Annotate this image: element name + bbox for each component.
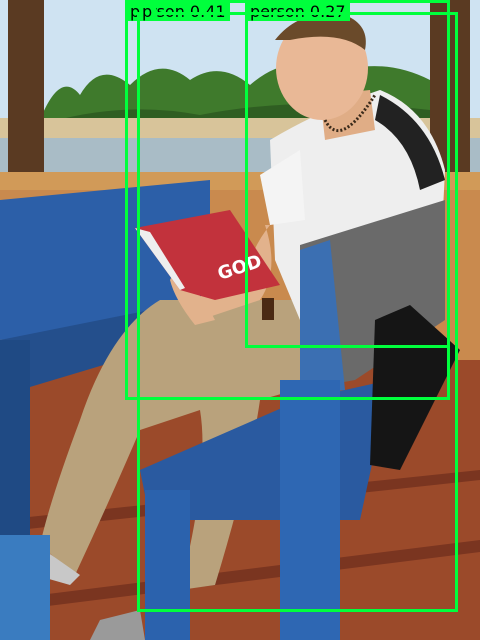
- corner-post: [0, 535, 50, 640]
- detection-box-person: p: [137, 3, 458, 612]
- book-page: [135, 228, 185, 290]
- shoe: [90, 610, 145, 640]
- floor-plank: [0, 540, 480, 612]
- bench-left-back: [0, 180, 210, 340]
- detection-box-person-027: person 0.27: [245, 0, 450, 348]
- detection-label: p: [140, 3, 157, 21]
- man-hair: [275, 13, 366, 50]
- necklace: [323, 94, 377, 132]
- bench-left-leg: [0, 340, 30, 540]
- post-left: [8, 0, 44, 180]
- bench-right-leg: [145, 490, 190, 640]
- man-head: [276, 16, 368, 120]
- bench-right-back-blue: [300, 240, 345, 395]
- shirt-stripe: [375, 95, 445, 190]
- wristwatch: [262, 298, 274, 320]
- bench-right-leg: [280, 380, 340, 640]
- shirt-sleeve: [260, 150, 305, 225]
